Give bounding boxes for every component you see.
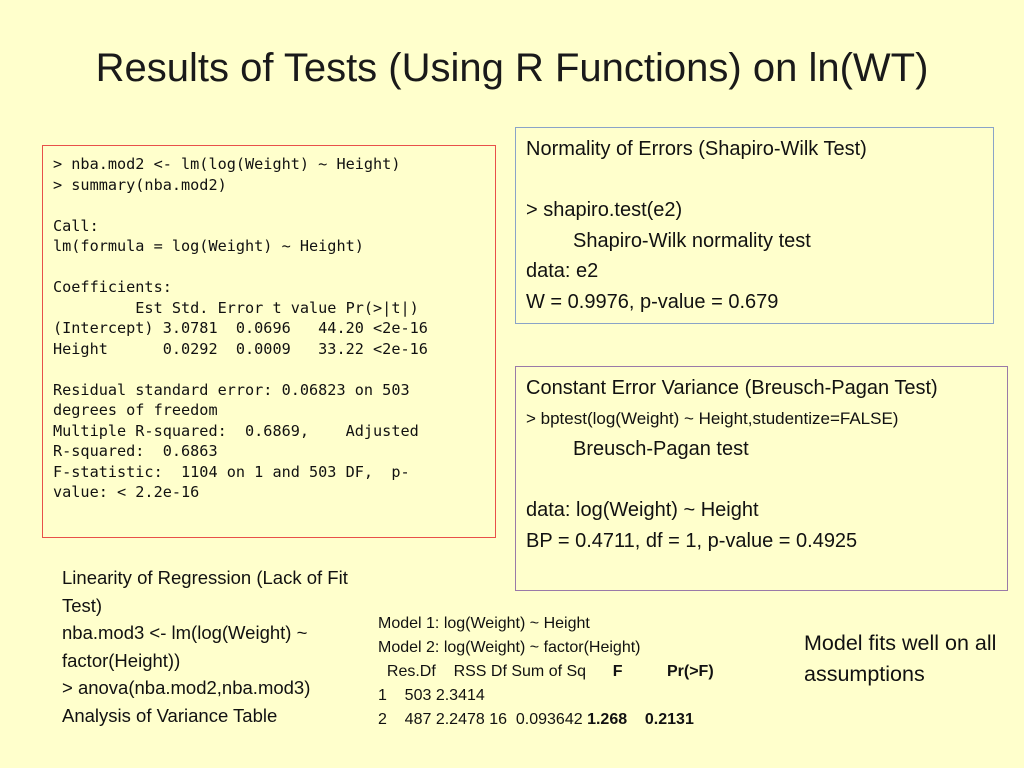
r-output-line: value: < 2.2e-16 (53, 483, 200, 501)
anova-header-p: Pr(>F) (666, 663, 714, 680)
r-output-line: R-squared: 0.6863 (53, 442, 218, 460)
r-output-line (53, 195, 485, 216)
conclusion-text: Model fits well on all assumptions (804, 631, 997, 686)
normality-test-box: Normality of Errors (Shapiro-Wilk Test) … (515, 127, 994, 324)
anova-row2-f: 1.268 (587, 711, 628, 728)
r-output-line: lm(formula = log(Weight) ~ Height) (53, 237, 364, 255)
linearity-cmd-anova: > anova(nba.mod2,nba.mod3) (62, 677, 311, 698)
anova-row-2: 2 487 2.2478 16 0.093642 1.268 0.2131 (378, 708, 714, 732)
anova-table-title: Analysis of Variance Table (62, 704, 278, 726)
r-output-line (53, 359, 485, 380)
r-summary-output: > nba.mod2 <- lm(log(Weight) ~ Height) > … (42, 145, 496, 538)
bp-command: > bptest(log(Weight) ~ Height,studentize… (526, 408, 899, 428)
r-output-line: Height 0.0292 0.0009 33.22 <2e-16 (53, 339, 428, 358)
linearity-heading: Linearity of Regression (Lack of Fit Tes… (62, 567, 348, 616)
bp-result: BP = 0.4711, df = 1, p-value = 0.4925 (526, 529, 858, 552)
bp-test-name: Breusch-Pagan test (573, 438, 749, 460)
shapiro-result: W = 0.9976, p-value = 0.679 (526, 290, 779, 313)
anova-row2-gap (627, 711, 645, 728)
r-output-line: (Intercept) 3.0781 0.0696 44.20 <2e-16 (53, 319, 428, 337)
r-output-line: > summary(nba.mod2) (53, 175, 227, 194)
r-output-line: degrees of freedom (53, 401, 218, 419)
r-output-line: Residual standard error: 0.06823 on 503 (53, 380, 410, 399)
breusch-pagan-box: Constant Error Variance (Breusch-Pagan T… (515, 366, 1008, 591)
r-output-line: F-statistic: 1104 on 1 and 503 DF, p- (53, 462, 410, 481)
anova-model1: Model 1: log(Weight) ~ Height (378, 615, 590, 632)
r-output-line: Multiple R-squared: 0.6869, Adjusted (53, 421, 419, 440)
shapiro-command: > shapiro.test(e2) (526, 199, 683, 221)
anova-output: Model 1: log(Weight) ~ Height Model 2: lo… (378, 612, 714, 732)
anova-header-gap (623, 663, 667, 680)
slide-title: Results of Tests (Using R Functions) on … (95, 46, 929, 90)
linearity-cmd-mod3: nba.mod3 <- lm(log(Weight) ~ factor(Heig… (62, 622, 308, 671)
anova-header-f: F (612, 663, 623, 680)
bp-data-line: data: log(Weight) ~ Height (526, 499, 759, 521)
shapiro-data-line: data: e2 (526, 260, 599, 282)
anova-row2-cols: 2 487 2.2478 16 0.093642 (378, 711, 588, 728)
r-output-line (53, 257, 485, 278)
anova-row2-p: 0.2131 (644, 711, 694, 728)
shapiro-test-name: Shapiro-Wilk normality test (573, 229, 811, 252)
anova-model2: Model 2: log(Weight) ~ factor(Height) (378, 639, 641, 656)
anova-row-1: 1 503 2.3414 (378, 687, 485, 704)
linearity-section: Linearity of Regression (Lack of Fit Tes… (62, 564, 372, 729)
r-output-line: Est Std. Error t value Pr(>|t|) (53, 298, 419, 317)
r-output-line: > nba.mod2 <- lm(log(Weight) ~ Height) (53, 155, 401, 173)
r-output-line: Call: (53, 216, 99, 235)
normality-heading: Normality of Errors (Shapiro-Wilk Test) (526, 138, 867, 160)
bp-heading: Constant Error Variance (Breusch-Pagan T… (526, 377, 938, 399)
anova-header-cols: Res.Df RSS Df Sum of Sq (378, 663, 613, 680)
anova-header: Res.Df RSS Df Sum of Sq F Pr(>F) (378, 660, 714, 684)
r-output-line: Coefficients: (53, 278, 172, 296)
